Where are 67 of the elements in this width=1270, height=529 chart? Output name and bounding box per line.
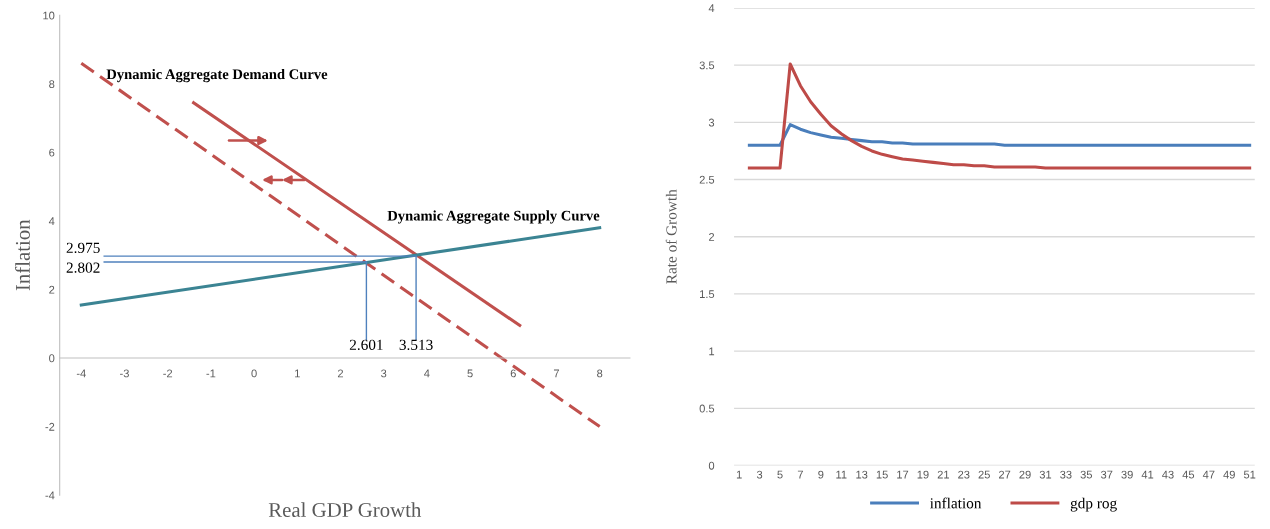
y-tick-label: -2 bbox=[45, 422, 55, 431]
annotation: 2.601 bbox=[349, 339, 383, 351]
y-tick-label: 4 bbox=[708, 4, 715, 12]
y-tick-label: 3 bbox=[708, 118, 715, 127]
x-tick-label: 31 bbox=[1039, 470, 1052, 479]
x-tick-label: 25 bbox=[978, 470, 990, 479]
x-tick-label: 51 bbox=[1243, 470, 1256, 479]
x-tick-label: 27 bbox=[999, 470, 1011, 479]
x-tick-label: 21 bbox=[937, 470, 949, 479]
x-tick-label: 23 bbox=[958, 470, 970, 479]
legend-label: inflation bbox=[930, 497, 982, 509]
annotation: 2.975 bbox=[66, 242, 100, 254]
x-tick-label: 3 bbox=[756, 470, 763, 479]
y-axis-title: Inflation bbox=[15, 219, 30, 291]
x-tick-label: 11 bbox=[836, 470, 847, 479]
y-tick-label: 10 bbox=[43, 11, 55, 20]
x-tick-label: 17 bbox=[897, 470, 909, 479]
y-tick-label: 0 bbox=[49, 354, 55, 363]
x-tick-label: 13 bbox=[856, 470, 868, 479]
x-tick-label: 45 bbox=[1182, 470, 1195, 479]
annotation: 2.802 bbox=[66, 262, 100, 273]
x-tick-label: 15 bbox=[876, 470, 888, 479]
y-tick-label: 4 bbox=[48, 217, 55, 225]
y-tick-label: 2 bbox=[49, 285, 55, 294]
y-tick-label: 2.5 bbox=[699, 175, 715, 184]
x-tick-label: 5 bbox=[467, 369, 473, 378]
x-tick-label: 9 bbox=[818, 470, 824, 479]
y-tick-label: 0.5 bbox=[699, 404, 715, 413]
annotation: Dynamic Aggregate Supply Curve bbox=[387, 210, 600, 224]
x-axis-title: Real GDP Growth bbox=[268, 502, 422, 517]
x-tick-label: 43 bbox=[1162, 470, 1174, 479]
x-tick-label: 1 bbox=[736, 470, 742, 479]
legend-label: gdp rog bbox=[1070, 497, 1117, 512]
x-tick-label: 47 bbox=[1202, 470, 1215, 479]
y-tick-label: 2 bbox=[709, 232, 715, 241]
y-tick-label: 6 bbox=[49, 148, 55, 157]
x-tick-label: 33 bbox=[1060, 470, 1072, 479]
y-tick-label: 3.5 bbox=[699, 61, 715, 70]
y-tick-label: 1 bbox=[709, 347, 715, 356]
x-tick-label: 8 bbox=[597, 369, 603, 378]
annotation: 3.513 bbox=[399, 339, 433, 351]
x-tick-label: 35 bbox=[1080, 470, 1093, 479]
y-tick-label: 1.5 bbox=[700, 290, 715, 299]
x-tick-label: -1 bbox=[206, 369, 216, 378]
x-tick-label: 4 bbox=[424, 369, 430, 378]
x-tick-label: -4 bbox=[76, 369, 86, 378]
x-tick-label: 19 bbox=[917, 470, 929, 479]
x-tick-label: 29 bbox=[1019, 470, 1031, 479]
x-tick-label: 5 bbox=[777, 470, 783, 479]
annotation: Dynamic Aggregate Demand Curve bbox=[106, 68, 328, 83]
x-tick-label: 0 bbox=[251, 369, 257, 378]
x-tick-label: 6 bbox=[510, 369, 516, 378]
x-tick-label: 49 bbox=[1223, 470, 1235, 479]
x-tick-label: -2 bbox=[163, 369, 173, 378]
x-tick-label: 1 bbox=[295, 369, 300, 378]
x-tick-label: 37 bbox=[1100, 470, 1113, 479]
x-tick-label: 3 bbox=[381, 369, 387, 378]
y-tick-label: -4 bbox=[45, 491, 55, 500]
x-tick-label: -3 bbox=[120, 369, 129, 378]
x-tick-label: 39 bbox=[1121, 470, 1133, 479]
y-axis-title: Rate of Growth bbox=[665, 189, 677, 284]
x-tick-label: 7 bbox=[553, 369, 560, 378]
y-tick-label: 0 bbox=[708, 461, 715, 470]
x-tick-label: 7 bbox=[797, 470, 803, 479]
y-tick-label: 8 bbox=[49, 80, 55, 89]
x-tick-label: 2 bbox=[337, 369, 344, 378]
x-tick-label: 41 bbox=[1141, 470, 1154, 479]
